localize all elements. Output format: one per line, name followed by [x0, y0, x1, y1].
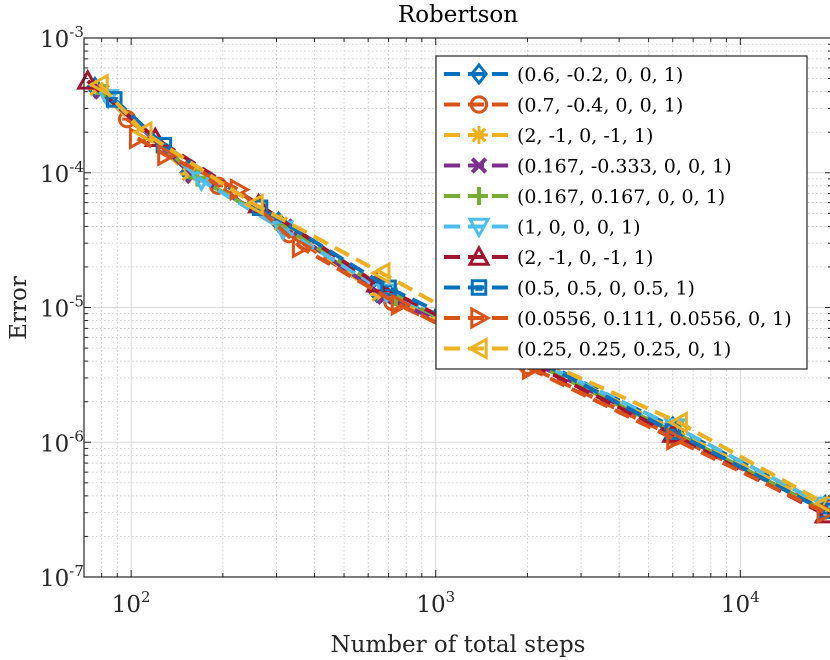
- chart-title: Robertson: [398, 2, 518, 28]
- y-axis-label: Error: [6, 276, 32, 340]
- data-point: [106, 91, 123, 108]
- series-group: [76, 68, 830, 525]
- data-point: [470, 306, 492, 330]
- data-point: [390, 293, 412, 317]
- data-point: [667, 411, 688, 435]
- legend-label: (0.7, -0.4, 0, 0, 1): [517, 95, 683, 117]
- legend-label: (0.25, 0.25, 0.25, 0, 1): [517, 339, 731, 361]
- data-point: [466, 336, 488, 361]
- data-point: [469, 95, 489, 114]
- data-point: [242, 193, 264, 217]
- legend-entry: (0.167, 0.167, 0, 0, 1): [444, 186, 725, 208]
- y-tick-label: 10-6: [40, 427, 84, 457]
- series-line: [98, 83, 827, 506]
- legend-entry: (0.7, -0.4, 0, 0, 1): [444, 95, 683, 117]
- x-tick-label: 102: [112, 588, 151, 618]
- data-point: [369, 261, 391, 285]
- data-point: [157, 143, 178, 167]
- legend-entry: (0.25, 0.25, 0.25, 0, 1): [444, 336, 731, 361]
- data-point: [131, 120, 153, 144]
- y-tick-label: 10-7: [40, 562, 84, 592]
- x-axis-label: Number of total steps: [331, 632, 586, 658]
- y-tick-label: 10-3: [40, 23, 84, 53]
- legend-entry: (0.167, -0.333, 0, 0, 1): [444, 156, 732, 178]
- legend-label: (0.5, 0.5, 0, 0.5, 1): [517, 278, 695, 300]
- legend-entry: (0.0556, 0.111, 0.0556, 0, 1): [444, 306, 792, 330]
- data-point: [470, 126, 488, 144]
- legend-label: (2, -1, 0, -1, 1): [517, 125, 653, 147]
- series-line: [136, 136, 827, 515]
- y-tick-label: 10-4: [40, 158, 84, 188]
- data-point: [470, 157, 488, 174]
- data-point: [291, 235, 313, 259]
- legend-label: (1, 0, 0, 0, 1): [517, 217, 641, 239]
- legend-label: (2, -1, 0, -1, 1): [517, 247, 653, 269]
- grid: [83, 37, 830, 578]
- legend-label: (0.0556, 0.111, 0.0556, 0, 1): [517, 308, 792, 330]
- legend-entry: (0.5, 0.5, 0, 0.5, 1): [444, 278, 695, 300]
- data-point: [470, 187, 488, 205]
- legend-label: (0.167, 0.167, 0, 0, 1): [517, 186, 725, 208]
- data-point: [666, 427, 688, 451]
- data-point: [87, 73, 109, 97]
- data-point: [469, 62, 489, 86]
- data-point: [470, 279, 488, 296]
- legend-entry: (2, -1, 0, -1, 1): [444, 125, 653, 147]
- data-point: [76, 68, 100, 90]
- data-point: [467, 217, 491, 239]
- legend: (0.6, -0.2, 0, 0, 1) (0.7, -0.4, 0, 0, 1)…: [435, 55, 808, 370]
- x-tick-label: 103: [416, 588, 455, 618]
- data-point: [467, 244, 491, 266]
- y-tick-label: 10-5: [40, 293, 84, 323]
- legend-label: (0.6, -0.2, 0, 0, 1): [517, 64, 683, 86]
- data-point: [813, 494, 830, 514]
- x-tick-label: 104: [721, 588, 760, 618]
- ticks: 102 103 104 10-7 10-6 10-5 10-4 10-3: [40, 23, 830, 618]
- legend-entry: (1, 0, 0, 0, 1): [444, 217, 641, 239]
- legend-label: (0.167, -0.333, 0, 0, 1): [517, 156, 732, 178]
- legend-entry: (2, -1, 0, -1, 1): [444, 244, 653, 269]
- legend-entry: (0.6, -0.2, 0, 0, 1): [444, 62, 683, 86]
